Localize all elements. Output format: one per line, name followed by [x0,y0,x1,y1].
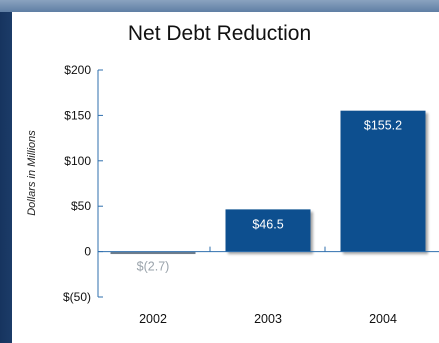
bar [225,209,311,252]
bars: $(2.7) $46.5 $155.2 [110,110,426,274]
x-tick-label: 2003 [254,312,282,326]
bar-value-label: $(2.7) [137,260,170,274]
x-tick-label: 2002 [139,312,167,326]
bar [110,251,196,255]
y-tick-label: $150 [64,108,91,122]
y-tick-label: 0 [84,245,91,259]
x-axis: 2002 2003 2004 [98,246,439,326]
x-tick-label: 2004 [369,312,397,326]
bar [340,110,426,252]
y-tick-label: $50 [71,199,91,213]
chart-title: Net Debt Reduction [127,22,312,45]
y-tick-label: $100 [64,154,91,168]
bar-value-label: $155.2 [364,119,402,133]
y-tick-label: $200 [64,63,91,77]
bar-value-label: $46.5 [252,217,283,231]
y-axis: $200 $150 $100 $50 0 $(50) [63,63,103,304]
top-strip [0,0,439,12]
y-tick-label: $(50) [63,290,91,304]
y-axis-title: Dollars in Millions [26,130,38,216]
